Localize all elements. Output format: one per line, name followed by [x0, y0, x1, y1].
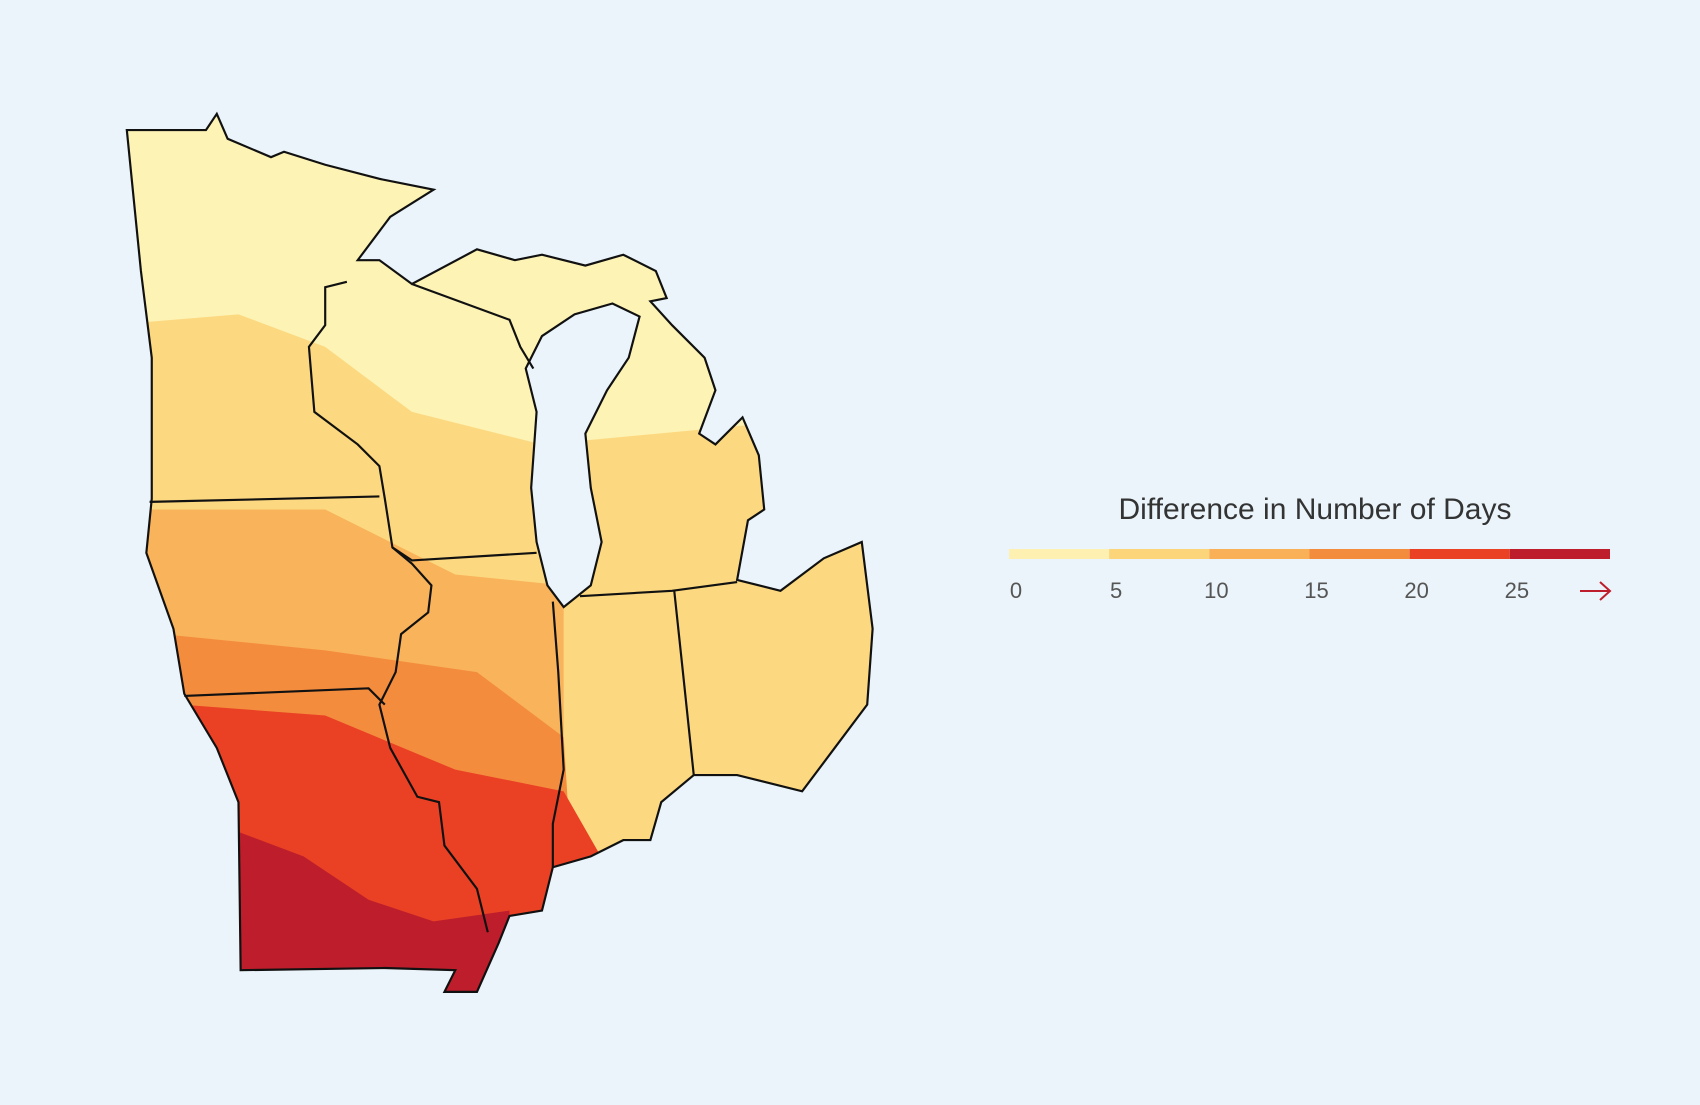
- legend-swatch: [1009, 549, 1110, 559]
- legend-tick-label: 25: [1505, 578, 1529, 603]
- map: [125, 111, 874, 993]
- legend-tick-label: 0: [1010, 578, 1022, 603]
- legend-swatch: [1109, 549, 1210, 559]
- zone: [216, 823, 510, 992]
- legend-tick-label: 15: [1304, 578, 1328, 603]
- legend: 0 5 10 15 20 25: [1009, 549, 1610, 603]
- legend-title: Difference in Number of Days: [1119, 493, 1512, 526]
- legend-arrow: [1580, 581, 1612, 601]
- outline: [125, 111, 874, 993]
- legend-tick-label: 20: [1404, 578, 1428, 603]
- legend-swatch: [1309, 549, 1410, 559]
- legend-swatch: [1409, 549, 1510, 559]
- lake-michigan: [524, 302, 641, 609]
- legend-tick-label: 5: [1110, 578, 1122, 603]
- legend-tick-label: 10: [1204, 578, 1228, 603]
- map-fill: [126, 113, 873, 992]
- legend-swatch: [1509, 549, 1610, 559]
- state-borders: [149, 280, 738, 933]
- legend-swatch: [1209, 549, 1310, 559]
